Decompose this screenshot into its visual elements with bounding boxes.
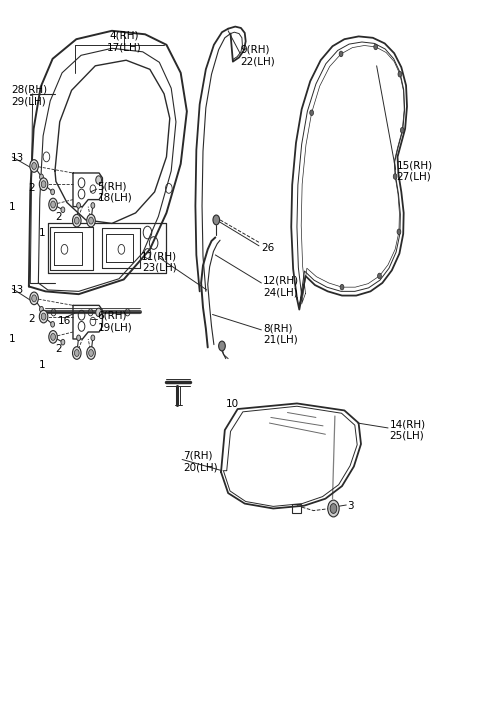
- Circle shape: [374, 44, 378, 49]
- Circle shape: [41, 181, 46, 188]
- Circle shape: [330, 503, 337, 513]
- Text: 8(RH)
21(LH): 8(RH) 21(LH): [263, 323, 298, 345]
- Circle shape: [87, 347, 96, 359]
- Text: 2: 2: [56, 344, 62, 354]
- Circle shape: [72, 347, 81, 359]
- Circle shape: [51, 189, 55, 195]
- Circle shape: [39, 310, 48, 323]
- Circle shape: [32, 295, 36, 302]
- Circle shape: [91, 335, 95, 341]
- Circle shape: [77, 203, 81, 208]
- Circle shape: [96, 176, 101, 184]
- Circle shape: [51, 333, 55, 340]
- Circle shape: [39, 174, 43, 180]
- Circle shape: [74, 217, 79, 224]
- Text: 4(RH)
17(LH): 4(RH) 17(LH): [107, 30, 141, 52]
- Circle shape: [397, 229, 401, 234]
- Text: 6(RH)
19(LH): 6(RH) 19(LH): [97, 311, 132, 333]
- Text: 16: 16: [58, 316, 71, 326]
- Circle shape: [87, 215, 96, 227]
- Circle shape: [41, 313, 46, 320]
- Circle shape: [310, 110, 313, 116]
- Circle shape: [213, 215, 219, 225]
- Text: 2: 2: [28, 314, 35, 324]
- Circle shape: [30, 292, 38, 305]
- Text: 3: 3: [347, 501, 354, 510]
- Text: 2: 2: [28, 184, 35, 193]
- Circle shape: [39, 306, 43, 312]
- Circle shape: [77, 335, 81, 341]
- Text: 13: 13: [11, 153, 24, 163]
- Circle shape: [39, 178, 48, 191]
- Circle shape: [49, 198, 57, 211]
- Circle shape: [51, 201, 55, 208]
- Text: 1: 1: [38, 227, 45, 237]
- Circle shape: [30, 160, 38, 172]
- Text: 10: 10: [226, 399, 239, 409]
- Circle shape: [61, 207, 65, 213]
- Text: 1: 1: [9, 203, 15, 213]
- Circle shape: [32, 162, 36, 169]
- Text: 1: 1: [38, 360, 45, 370]
- Text: 11(RH)
23(LH): 11(RH) 23(LH): [141, 251, 178, 273]
- Circle shape: [378, 273, 382, 279]
- Text: 28(RH)
29(LH): 28(RH) 29(LH): [12, 85, 48, 106]
- Text: 12(RH)
24(LH): 12(RH) 24(LH): [263, 275, 299, 297]
- Text: 1: 1: [9, 334, 15, 344]
- Text: 26: 26: [261, 243, 275, 253]
- Text: 2: 2: [56, 212, 62, 222]
- Circle shape: [340, 285, 344, 290]
- Circle shape: [61, 340, 65, 345]
- Circle shape: [398, 71, 402, 77]
- Text: 5(RH)
18(LH): 5(RH) 18(LH): [97, 181, 132, 203]
- Circle shape: [339, 51, 343, 56]
- Circle shape: [51, 321, 55, 327]
- Circle shape: [400, 128, 404, 133]
- Circle shape: [96, 309, 101, 316]
- Circle shape: [328, 500, 339, 517]
- Circle shape: [49, 330, 57, 343]
- Text: 9(RH)
22(LH): 9(RH) 22(LH): [240, 44, 275, 66]
- Circle shape: [72, 215, 81, 227]
- Text: 7(RH)
20(LH): 7(RH) 20(LH): [183, 450, 218, 472]
- Circle shape: [89, 349, 94, 357]
- Circle shape: [91, 203, 95, 208]
- Circle shape: [74, 349, 79, 357]
- Circle shape: [393, 174, 397, 179]
- Circle shape: [89, 217, 94, 224]
- Circle shape: [219, 341, 225, 351]
- Text: 13: 13: [11, 285, 24, 295]
- FancyBboxPatch shape: [292, 503, 301, 513]
- Text: 14(RH)
25(LH): 14(RH) 25(LH): [389, 419, 426, 441]
- Text: 15(RH)
27(LH): 15(RH) 27(LH): [396, 160, 432, 181]
